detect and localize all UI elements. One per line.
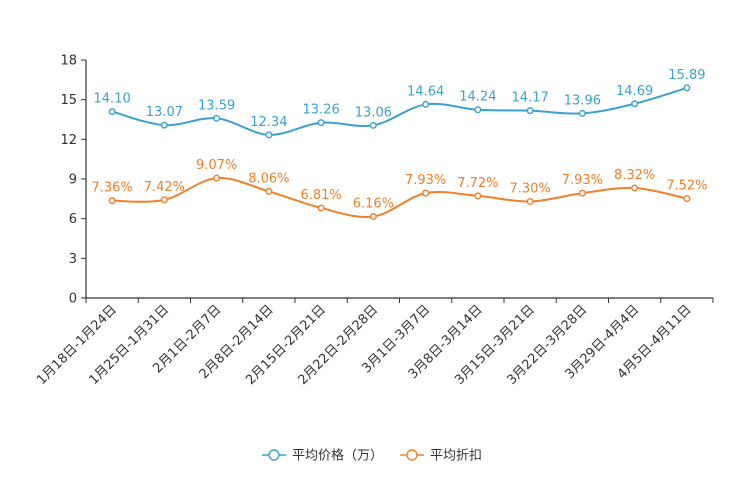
data-point[interactable]	[526, 107, 534, 115]
data-point[interactable]	[683, 195, 691, 203]
legend-label[interactable]: 平均价格（万）	[292, 448, 383, 464]
y-tick-label: 6	[69, 212, 77, 227]
data-point[interactable]	[422, 189, 430, 197]
data-label: 7.30%	[509, 181, 550, 196]
y-tick-label: 3	[69, 252, 77, 267]
data-label: 13.59	[198, 98, 235, 113]
axes: 03691215181月18日-1月24日1月25日-1月31日2月1日-2月7…	[34, 54, 714, 388]
data-label: 7.72%	[457, 176, 498, 191]
data-point[interactable]	[317, 204, 325, 212]
data-label: 14.64	[407, 84, 444, 99]
data-point[interactable]	[369, 213, 377, 221]
data-point[interactable]	[369, 121, 377, 129]
data-label: 7.93%	[405, 173, 446, 188]
data-label: 14.69	[616, 84, 653, 99]
data-label: 15.89	[668, 68, 705, 83]
data-label: 7.52%	[666, 179, 707, 194]
y-tick-label: 18	[60, 54, 77, 69]
series-line-0	[111, 86, 688, 136]
legend-marker-icon	[406, 449, 418, 461]
data-point[interactable]	[265, 131, 273, 139]
data-point[interactable]	[631, 184, 639, 192]
data-point[interactable]	[631, 100, 639, 108]
y-tick-label: 15	[60, 93, 77, 108]
data-point[interactable]	[213, 174, 221, 182]
data-point[interactable]	[160, 121, 168, 129]
series-layer	[108, 84, 691, 221]
data-label: 8.32%	[614, 168, 655, 183]
data-label: 12.34	[250, 115, 287, 130]
data-label: 14.24	[459, 90, 496, 105]
data-point[interactable]	[526, 197, 534, 205]
data-point[interactable]	[108, 108, 116, 116]
data-label: 7.42%	[144, 180, 185, 195]
data-label: 8.06%	[248, 171, 289, 186]
data-point[interactable]	[265, 187, 273, 195]
data-point[interactable]	[213, 114, 221, 122]
y-tick-label: 12	[60, 133, 77, 148]
series-line-1	[112, 177, 688, 219]
data-label: 6.16%	[353, 197, 394, 212]
data-point[interactable]	[578, 109, 586, 117]
data-label: 9.07%	[196, 158, 237, 173]
data-label: 13.96	[564, 93, 601, 108]
data-labels: 14.10 13.07 13.59 12.34 13.26 13.06 14.64 14.24…	[91, 68, 707, 212]
y-tick-label: 0	[69, 292, 77, 307]
data-point[interactable]	[317, 119, 325, 127]
data-point[interactable]	[160, 196, 168, 204]
data-point[interactable]	[422, 100, 430, 108]
data-label: 7.93%	[562, 173, 603, 188]
data-label: 13.06	[355, 105, 392, 120]
data-point[interactable]	[683, 84, 691, 92]
data-point[interactable]	[474, 106, 482, 114]
y-tick-label: 9	[69, 173, 77, 188]
data-label: 14.10	[94, 92, 131, 107]
legend: 平均价格（万） 平均折扣	[262, 448, 482, 464]
data-point[interactable]	[474, 192, 482, 200]
legend-label[interactable]: 平均折扣	[430, 449, 482, 464]
data-label: 14.17	[512, 91, 549, 106]
data-label: 13.07	[146, 105, 183, 120]
data-label: 7.36%	[91, 181, 132, 196]
data-point[interactable]	[578, 189, 586, 197]
data-label: 6.81%	[300, 188, 341, 203]
data-point[interactable]	[108, 197, 116, 205]
data-label: 13.26	[303, 103, 340, 118]
legend-marker-icon	[268, 449, 280, 461]
